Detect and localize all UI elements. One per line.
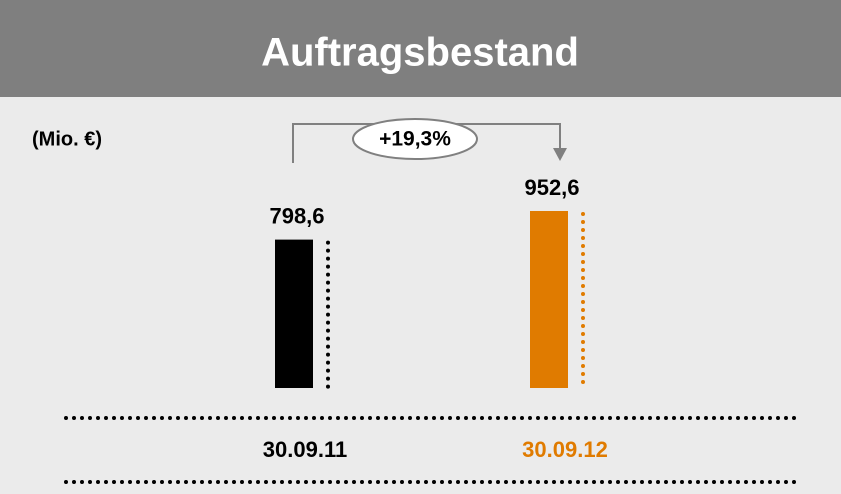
bar: [530, 210, 568, 388]
bar: [275, 239, 313, 388]
annotation: +19,3%: [379, 128, 451, 151]
unit-label: (Mio. €): [32, 128, 102, 150]
value-label: 798,6: [269, 203, 324, 228]
x-tick-label: 30.09.11: [263, 437, 347, 462]
chart-title: Auftragsbestand: [261, 31, 579, 75]
annotation-bubble: [352, 118, 478, 160]
x-tick-label: 30.09.12: [522, 437, 608, 462]
value-label: 952,6: [524, 175, 579, 200]
header: [0, 0, 841, 97]
arrow-head: [553, 148, 567, 161]
